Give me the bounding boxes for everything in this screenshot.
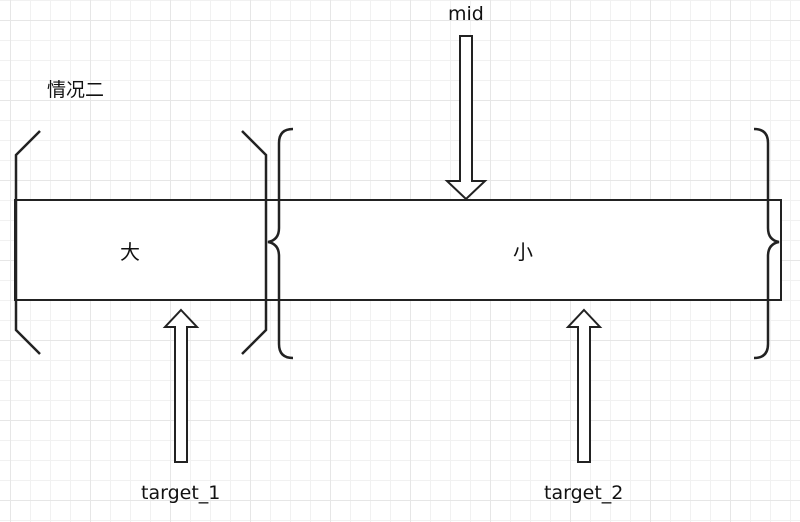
mid-label: mid [448,3,484,25]
down-arrow-icon [444,35,488,201]
right-brace-close [753,127,780,360]
target1-label: target_1 [141,482,221,504]
small-segment-label: 小 [513,240,533,264]
large-segment-label: 大 [120,240,140,264]
right-brace-open [267,127,294,360]
array-bar [14,199,782,301]
target2-label: target_2 [544,482,624,504]
left-bracket-close [241,130,268,355]
case-label: 情况二 [47,79,105,101]
up-arrow-icon [565,308,603,463]
left-bracket-open [14,130,41,355]
up-arrow-icon [162,308,200,463]
